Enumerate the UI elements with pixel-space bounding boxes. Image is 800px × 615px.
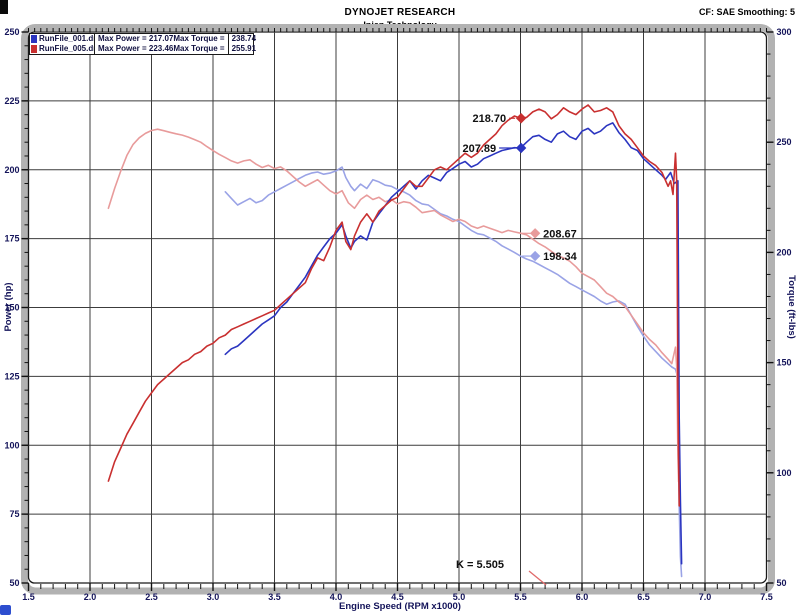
- svg-text:207.89: 207.89: [462, 143, 496, 155]
- svg-text:5.5: 5.5: [514, 592, 527, 602]
- svg-text:218.70: 218.70: [472, 113, 506, 125]
- legend-max-torque-value: 238.74: [227, 34, 268, 44]
- legend-row: RunFile_001.drf Max Power = 217.07 Max Tor…: [30, 34, 256, 44]
- legend: RunFile_001.drf Max Power = 217.07 Max Tor…: [29, 33, 256, 55]
- svg-text:6.5: 6.5: [637, 592, 650, 602]
- right-axis-title: Torque (ft-lbs): [786, 275, 797, 339]
- gridlines: [28, 32, 767, 583]
- svg-text:100: 100: [777, 468, 792, 478]
- series-curve-1: [107, 128, 680, 483]
- svg-text:300: 300: [777, 27, 792, 37]
- svg-text:198.34: 198.34: [543, 251, 578, 263]
- chart-title: DYNOJET RESEARCH: [344, 7, 456, 18]
- axis-tick-labels: 1.5 2.0 2.5 3.0 3.5 4.0 4.5 5.0 5.5 6.0 6.5 7.0 7.5 2…: [4, 27, 791, 602]
- svg-text:2.0: 2.0: [84, 592, 97, 602]
- left-axis-title: Power (hp): [3, 282, 14, 332]
- svg-text:175: 175: [4, 234, 19, 244]
- legend-row: RunFile_005.drf Max Power = 223.46 Max Tor…: [30, 44, 256, 54]
- svg-text:100: 100: [4, 440, 19, 450]
- cursor-marker-diamond: [515, 113, 527, 124]
- cursor-leader-line: [528, 570, 547, 586]
- svg-text:6.0: 6.0: [576, 592, 589, 602]
- svg-text:7.5: 7.5: [760, 592, 773, 602]
- svg-text:3.0: 3.0: [207, 592, 220, 602]
- svg-text:50: 50: [777, 578, 787, 588]
- svg-text:150: 150: [4, 303, 19, 313]
- legend-max-power: Max Power = 223.46 Max Torque =: [94, 44, 228, 54]
- series-curve-3: [107, 104, 681, 507]
- legend-swatch: [31, 45, 37, 53]
- axis-ticks: [21, 28, 774, 591]
- cursor-marker-diamond: [529, 250, 541, 262]
- svg-text:1.5: 1.5: [22, 592, 35, 602]
- legend-swatch: [31, 35, 37, 43]
- cursor-position-label: K = 5.505: [456, 559, 505, 571]
- svg-text:250: 250: [4, 27, 19, 37]
- svg-text:125: 125: [4, 371, 19, 381]
- svg-text:2.5: 2.5: [145, 592, 158, 602]
- svg-text:208.67: 208.67: [543, 228, 577, 240]
- legend-run-file: RunFile_001.drf: [39, 34, 94, 43]
- x-axis-title: Engine Speed (RPM x1000): [339, 601, 461, 612]
- svg-text:250: 250: [777, 137, 792, 147]
- svg-text:200: 200: [777, 247, 792, 257]
- screen-artifact-top-left: [0, 0, 8, 14]
- cursor-marker-diamond: [515, 142, 527, 154]
- svg-text:5.0: 5.0: [453, 592, 466, 602]
- legend-run-file: RunFile_005.drf: [39, 44, 94, 53]
- svg-text:4.0: 4.0: [330, 592, 343, 602]
- cursor-value-annotations: 198.34 208.67 207.89 218.70: [462, 113, 578, 263]
- svg-text:150: 150: [777, 358, 792, 368]
- series-curve-2: [224, 122, 683, 565]
- screen-artifact-bottom-left: [0, 605, 11, 615]
- svg-text:225: 225: [4, 96, 19, 106]
- svg-text:4.5: 4.5: [391, 592, 404, 602]
- legend-max-power: Max Power = 217.07 Max Torque =: [94, 34, 228, 44]
- svg-text:7.0: 7.0: [699, 592, 712, 602]
- svg-text:50: 50: [9, 578, 19, 588]
- svg-text:75: 75: [9, 509, 19, 519]
- svg-text:200: 200: [4, 165, 19, 175]
- legend-max-torque-value: 255.91: [227, 44, 268, 54]
- correction-smoothing-note: CF: SAE Smoothing: 5: [699, 7, 795, 17]
- cursor-marker-diamond: [529, 228, 541, 239]
- svg-text:3.5: 3.5: [268, 592, 281, 602]
